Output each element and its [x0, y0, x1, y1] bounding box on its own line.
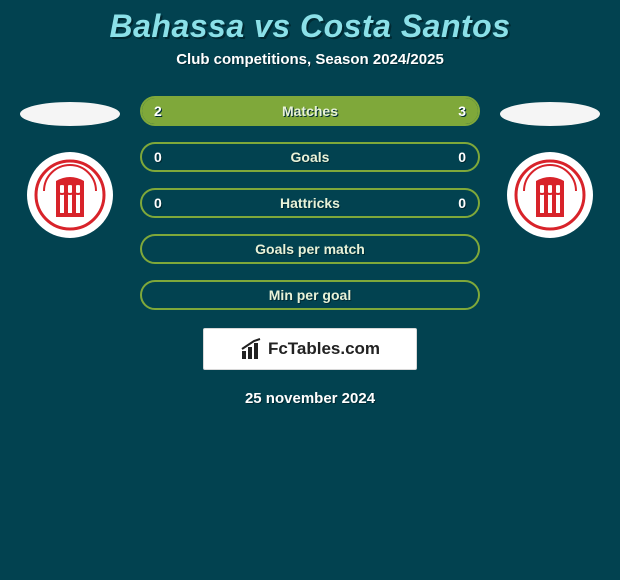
page-title: Bahassa vs Costa Santos	[110, 8, 511, 45]
stat-label: Matches	[282, 103, 338, 119]
club-badge-right	[507, 152, 593, 238]
stat-label: Hattricks	[280, 195, 340, 211]
stat-value-right: 3	[458, 103, 466, 119]
stats-list: 2 3 Matches 0 0 Goals 0 0 Hattricks Goals per mat…	[140, 96, 480, 310]
stat-row: Goals per match	[140, 234, 480, 264]
comparison-area: 2 3 Matches 0 0 Goals 0 0 Hattricks Goals per mat…	[0, 96, 620, 310]
stat-value-left: 0	[154, 149, 162, 165]
site-branding[interactable]: FcTables.com	[203, 328, 417, 370]
stat-row: 0 0 Hattricks	[140, 188, 480, 218]
site-name: FcTables.com	[268, 339, 380, 359]
stat-label: Goals per match	[255, 241, 365, 257]
shield-icon	[514, 159, 586, 231]
left-column	[20, 96, 120, 238]
stat-label: Goals	[291, 149, 330, 165]
stat-value-right: 0	[458, 195, 466, 211]
shield-icon	[34, 159, 106, 231]
stat-row: Min per goal	[140, 280, 480, 310]
stat-label: Min per goal	[269, 287, 351, 303]
stat-bar-left	[142, 98, 276, 124]
player-photo-left	[20, 102, 120, 126]
stat-value-left: 0	[154, 195, 162, 211]
stat-value-left: 2	[154, 103, 162, 119]
stat-row: 2 3 Matches	[140, 96, 480, 126]
player-photo-right	[500, 102, 600, 126]
stat-value-right: 0	[458, 149, 466, 165]
club-badge-left	[27, 152, 113, 238]
stat-row: 0 0 Goals	[140, 142, 480, 172]
page-subtitle: Club competitions, Season 2024/2025	[176, 51, 444, 68]
snapshot-date: 25 november 2024	[245, 390, 375, 407]
right-column	[500, 96, 600, 238]
bar-chart-icon	[240, 337, 264, 361]
